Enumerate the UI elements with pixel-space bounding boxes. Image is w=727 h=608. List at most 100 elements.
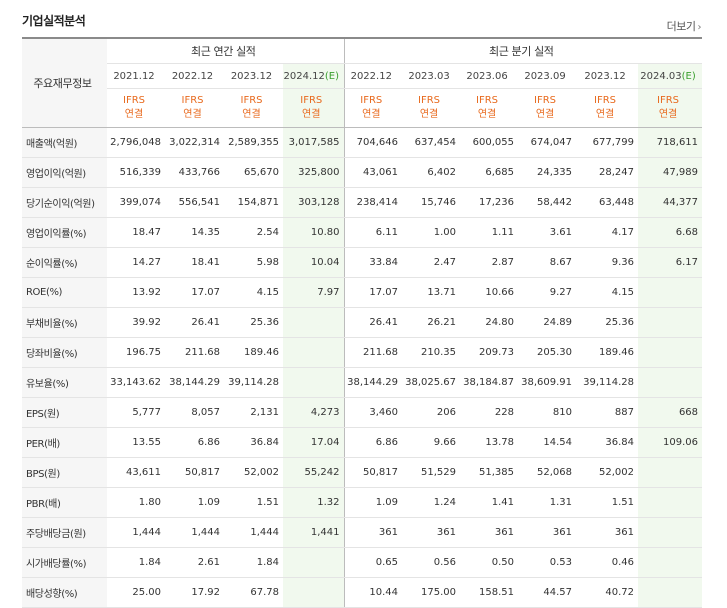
table-cell: 1.51	[224, 487, 283, 518]
table-cell: 1.80	[107, 487, 165, 518]
row-label-header: 주요재무정보	[22, 37, 107, 128]
table-cell: 40.72	[576, 577, 639, 608]
period-header: 2023.03	[402, 63, 461, 89]
table-cell: 205.30	[518, 337, 577, 368]
table-cell: 674,047	[518, 127, 577, 158]
ifrs-label: IFRS	[240, 95, 263, 106]
table-cell: 1.24	[402, 487, 461, 518]
table-cell: 25.36	[224, 307, 283, 338]
period-text: 2023.09	[524, 70, 566, 82]
ifrs-label: IFRS	[181, 95, 204, 106]
ifrs-label: IFRS	[360, 95, 383, 106]
period-text: 2023.12	[584, 70, 626, 82]
table-cell: 2.47	[402, 247, 461, 278]
ifrs-label: IFRS	[657, 95, 680, 106]
estimate-mark: (E)	[681, 70, 696, 82]
table-cell: 209.73	[460, 337, 519, 368]
table-cell: 158.51	[460, 577, 519, 608]
ifrs-label: IFRS	[418, 95, 441, 106]
table-cell: 3,460	[343, 397, 403, 428]
row-label: PBR(배)	[22, 487, 107, 518]
table-cell	[638, 277, 703, 308]
ifrs-header: IFRS 연결	[283, 88, 345, 128]
table-cell: 14.54	[518, 427, 577, 458]
table-row: 영업이익(억원) 516,339 433,766 65,670 325,800 43,06…	[22, 157, 703, 188]
ifrs-header: IFRS 연결	[343, 88, 403, 128]
ifrs-header: IFRS 연결	[224, 88, 283, 128]
table-cell: 17.92	[165, 577, 224, 608]
table-cell: 210.35	[402, 337, 461, 368]
table-cell: 6.86	[343, 427, 403, 458]
header-period-row: 2021.12 2022.12 2023.12 2024.12(E) 2022.12 20…	[22, 63, 703, 89]
table-cell: 6.68	[638, 217, 703, 248]
table-cell: 556,541	[165, 187, 224, 218]
table-cell	[638, 547, 703, 578]
table-cell: 50,817	[343, 457, 403, 488]
period-text: 2023.12	[230, 70, 273, 82]
chevron-right-icon: ›	[697, 22, 702, 33]
table-cell: 600,055	[460, 127, 519, 158]
more-link[interactable]: 더보기 ›	[667, 18, 702, 34]
table-cell	[638, 487, 703, 518]
table-cell	[638, 517, 703, 548]
table-cell: 13.55	[107, 427, 165, 458]
table-cell: 43,061	[343, 157, 403, 188]
table-cell: 52,002	[576, 457, 639, 488]
table-cell: 228	[460, 397, 519, 428]
ifrs-header: IFRS 연결	[107, 88, 165, 128]
table-cell: 13.71	[402, 277, 461, 308]
table-cell: 0.56	[402, 547, 461, 578]
table-cell: 38,025.67	[402, 367, 461, 398]
table-cell: 1.31	[518, 487, 577, 518]
table-row: ROE(%) 13.92 17.07 4.15 7.97 17.07 13.71 10.66 9…	[22, 277, 703, 308]
table-cell	[638, 577, 703, 608]
period-text: 2021.12	[113, 70, 155, 82]
table-cell: 28,247	[576, 157, 639, 188]
table-cell: 52,002	[224, 457, 283, 488]
table-cell: 206	[402, 397, 461, 428]
table-cell: 810	[518, 397, 577, 428]
table-cell: 39.92	[107, 307, 165, 338]
period-header: 2023.12	[576, 63, 639, 89]
period-header: 2022.12	[165, 63, 224, 89]
table-cell: 5.98	[224, 247, 283, 278]
table-cell: 175.00	[402, 577, 461, 608]
row-label: 배당성향(%)	[22, 577, 107, 608]
table-cell: 9.36	[576, 247, 639, 278]
financial-table: 주요재무정보 최근 연간 실적 최근 분기 실적 2021.12 2022.12 2…	[22, 37, 703, 608]
table-cell: 10.80	[283, 217, 345, 248]
table-cell: 4.15	[224, 277, 283, 308]
table-cell: 189.46	[224, 337, 283, 368]
table-cell: 6.86	[165, 427, 224, 458]
ifrs-header: IFRS 연결	[460, 88, 519, 128]
row-label: 당기순이익(억원)	[22, 187, 107, 218]
table-row: 시가배당률(%) 1.84 2.61 1.84 0.65 0.56 0.50 0.53 0.46	[22, 547, 703, 578]
table-cell: 189.46	[576, 337, 639, 368]
header-ifrs-row: IFRS 연결 IFRS 연결 IFRS 연결 IFRS 연결 IFRS 연결 IFRS 연결 IFRS…	[22, 88, 703, 128]
table-cell: 33,143.62	[107, 367, 165, 398]
table-cell: 52,068	[518, 457, 577, 488]
ifrs-header: IFRS 연결	[638, 88, 703, 128]
table-cell: 361	[402, 517, 461, 548]
table-cell: 399,074	[107, 187, 165, 218]
table-cell: 4.17	[576, 217, 639, 248]
table-cell: 718,611	[638, 127, 703, 158]
table-cell: 6.17	[638, 247, 703, 278]
table-cell: 1,444	[165, 517, 224, 548]
table-cell: 26.41	[165, 307, 224, 338]
consolidated-label: 연결	[242, 109, 261, 120]
period-header: 2021.12	[107, 63, 165, 89]
table-row: 부채비율(%) 39.92 26.41 25.36 26.41 26.21 24.80 24.…	[22, 307, 703, 338]
table-cell: 8,057	[165, 397, 224, 428]
table-cell: 5,777	[107, 397, 165, 428]
table-cell: 1,441	[283, 517, 345, 548]
period-header: 2023.12	[224, 63, 283, 89]
table-cell: 17.07	[165, 277, 224, 308]
table-cell: 51,529	[402, 457, 461, 488]
table-cell: 303,128	[283, 187, 345, 218]
consolidated-label: 연결	[183, 109, 202, 120]
table-cell: 13.78	[460, 427, 519, 458]
table-cell: 1,444	[224, 517, 283, 548]
table-cell: 18.47	[107, 217, 165, 248]
table-row: 주당배당금(원) 1,444 1,444 1,444 1,441 361 361 361 361…	[22, 517, 703, 548]
